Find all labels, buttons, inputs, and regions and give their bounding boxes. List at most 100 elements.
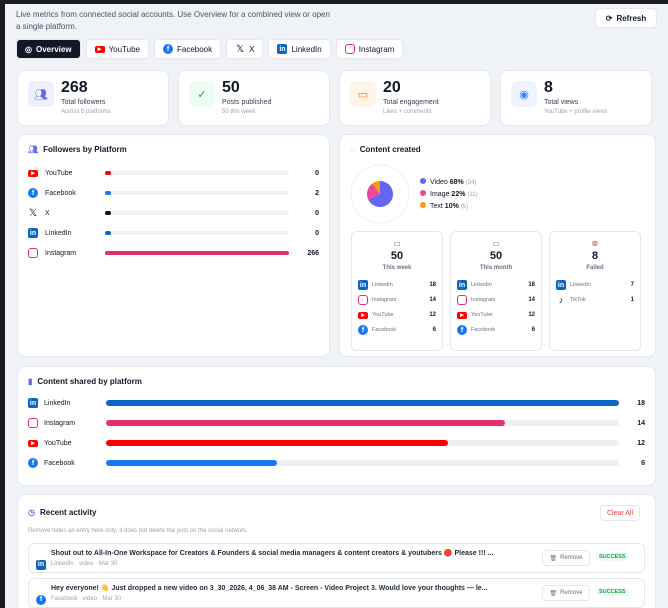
linkedin-icon: in <box>277 44 288 54</box>
tab-linkedin[interactable]: in LinkedIn <box>268 39 331 59</box>
follower-row-facebook: f Facebook 2 <box>28 186 319 200</box>
pie-slice-text <box>372 181 380 194</box>
facebook-icon: f <box>163 44 173 54</box>
linkedin-icon: in <box>457 280 467 290</box>
palette-icon: ◌ <box>350 145 355 154</box>
legend-swatch <box>420 190 426 196</box>
box-row: in LinkedIn 18 <box>457 280 535 290</box>
instagram-icon <box>28 418 38 428</box>
tiktok-icon: ♪ <box>558 295 564 305</box>
recent-activity-card: ◷ Recent activity Clear All Remove hides … <box>17 494 656 608</box>
follower-bar-track <box>105 211 289 215</box>
follower-row-linkedin: in LinkedIn 0 <box>28 228 319 238</box>
card-title: Content shared by platform <box>37 377 142 386</box>
follower-row-youtube: ▸ YouTube 0 <box>28 166 319 180</box>
follower-bar <box>105 251 289 255</box>
shared-bar <box>106 400 619 406</box>
tab-facebook[interactable]: f Facebook <box>154 39 222 59</box>
content-pie-chart <box>350 164 410 224</box>
shared-row-facebook: f Facebook 6 <box>28 456 645 470</box>
tab-youtube[interactable]: ▸ YouTube <box>85 39 149 59</box>
shared-row-instagram: Instagram 14 <box>28 416 645 430</box>
eye-icon: ◉ <box>511 81 537 107</box>
card-title: Recent activity <box>39 508 97 517</box>
instagram-icon <box>28 248 38 258</box>
shared-bar <box>106 440 448 446</box>
facebook-icon: f <box>457 325 467 335</box>
intro-text: Live metrics from connected social accou… <box>16 10 330 31</box>
follower-bar-track <box>105 231 289 235</box>
status-badge: SUCCESS <box>596 588 629 596</box>
follower-bar <box>105 211 112 215</box>
legend-item: Image 22% (11) <box>420 189 478 201</box>
shared-row-youtube: ▸ YouTube 12 <box>28 436 645 450</box>
facebook-icon: f <box>36 594 46 605</box>
stat-posts-published: ✓ 50 Posts published 50 this week <box>178 70 330 126</box>
pie-slice-image <box>367 183 380 200</box>
stat-total-followers: 👥︎ 268 Total followers Across 5 platforms <box>17 70 169 126</box>
youtube-icon: ▸ <box>94 45 105 53</box>
follower-bar <box>105 231 112 235</box>
linkedin-icon: in <box>556 280 566 290</box>
globe-icon: ◎ <box>25 44 32 54</box>
shared-bar-track <box>106 460 619 466</box>
dashboard: Live metrics from connected social accou… <box>5 4 668 608</box>
follower-bar-track <box>105 191 289 195</box>
box-row: ♪ TikTok 1 <box>556 294 634 306</box>
youtube-icon: ▸ <box>28 439 38 447</box>
remove-button[interactable]: 🗑︎ Remove <box>542 550 590 566</box>
instagram-icon <box>457 295 467 305</box>
facebook-icon: f <box>358 325 368 335</box>
calendar-icon: ▭ <box>393 239 401 248</box>
instagram-icon <box>344 44 355 54</box>
content-box-failed: ⊗ 8 Failed in LinkedIn 7 ♪ TikTok 1 <box>549 231 641 351</box>
activity-item: in Shout out to All-In-One Workspace for … <box>28 543 645 573</box>
card-title: Followers by Platform <box>43 145 127 154</box>
follower-bar <box>105 171 112 175</box>
box-row: in LinkedIn 7 <box>556 280 634 290</box>
box-row: f Facebook 6 <box>358 324 436 336</box>
refresh-button[interactable]: ⟳ Refresh <box>595 8 657 28</box>
card-title: Content created <box>359 145 421 154</box>
content-created-card: ◌ Content created Video 68% (34) Image 22%… <box>339 134 656 357</box>
pie-slice-video <box>368 181 393 207</box>
legend-swatch <box>420 202 426 208</box>
x-circle-icon: ⊗ <box>591 239 599 248</box>
tab-instagram[interactable]: Instagram <box>335 39 404 59</box>
box-row: f Facebook 6 <box>457 324 535 336</box>
linkedin-icon: in <box>358 280 368 290</box>
check-circle-icon: ✓ <box>189 81 215 107</box>
followers-by-platform-card: 👥︎ Followers by Platform ▸ YouTube 0 f Facebo… <box>17 134 330 357</box>
box-row: in LinkedIn 18 <box>358 280 436 290</box>
activity-item: f Hey everyone! 👋 Just dropped a new vide… <box>28 578 645 608</box>
comment-icon: ▭ <box>350 81 376 107</box>
status-badge: SUCCESS <box>596 553 629 561</box>
follower-row-instagram: Instagram 266 <box>28 246 319 260</box>
clock-icon: ◷ <box>28 508 35 517</box>
facebook-icon: f <box>28 458 38 468</box>
refresh-icon: ⟳ <box>605 13 613 23</box>
shared-bar-track <box>106 440 619 446</box>
tab-overview[interactable]: ◎ Overview <box>16 39 81 59</box>
linkedin-icon: in <box>36 559 46 570</box>
clear-all-button[interactable]: Clear All <box>600 505 640 521</box>
youtube-icon: ▸ <box>28 169 38 177</box>
follower-bar-track <box>105 251 289 255</box>
stat-total-engagement: ▭ 20 Total engagement Likes + comments <box>339 70 491 126</box>
activity-note: Remove hides an entry here only; it does… <box>28 528 248 534</box>
linkedin-icon: in <box>28 228 38 238</box>
remove-button[interactable]: 🗑︎ Remove <box>542 585 590 601</box>
youtube-icon: ▸ <box>457 311 467 319</box>
box-row: Instagram 14 <box>358 294 436 306</box>
box-row: ▸ YouTube 12 <box>358 309 436 321</box>
trash-icon: 🗑︎ <box>549 590 558 597</box>
trash-icon: 🗑︎ <box>549 555 558 562</box>
x-icon: 𝕏 <box>28 207 38 219</box>
users-icon: 👥︎ <box>28 145 39 154</box>
shared-bar <box>106 420 505 426</box>
content-box-this-week: ▭ 50 This week in LinkedIn 18 Instagram 14 ▸ YouT… <box>351 231 443 351</box>
linkedin-icon: in <box>28 398 38 408</box>
